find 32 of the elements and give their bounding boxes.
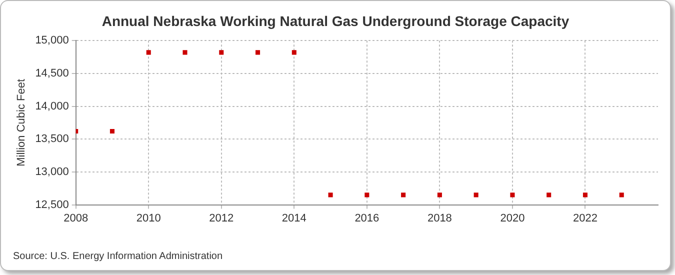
y-tick-label: 15,000 xyxy=(35,34,69,47)
x-tick-label: 2014 xyxy=(282,212,306,224)
source-note: Source: U.S. Energy Information Administration xyxy=(13,251,223,262)
point xyxy=(256,50,260,55)
point xyxy=(364,192,370,198)
y-tick-label: 13,000 xyxy=(35,166,69,178)
point xyxy=(401,192,406,198)
y-tick-label: 13,500 xyxy=(35,133,69,146)
chart-title: Annual Nebraska Working Natural Gas Underground Storage Capacity xyxy=(100,13,570,29)
point xyxy=(437,192,442,198)
x-tick-label: 2008 xyxy=(64,212,88,224)
point xyxy=(328,192,333,198)
point xyxy=(292,50,296,55)
x-tick-label: 2010 xyxy=(136,212,161,224)
x-tick-label: 2022 xyxy=(572,212,598,224)
y-axis-title: Million Cubic Feet xyxy=(16,78,28,166)
point xyxy=(619,192,624,198)
point xyxy=(510,192,515,198)
x-tick-label: 2020 xyxy=(500,212,525,224)
y-tick-label: 14,500 xyxy=(35,67,69,80)
point xyxy=(219,50,224,55)
point xyxy=(546,192,552,198)
y-tick-label: 14,000 xyxy=(35,100,69,112)
point xyxy=(182,50,188,55)
x-tick-label: 2012 xyxy=(209,212,234,224)
x-tick-label: 2018 xyxy=(427,212,452,224)
point xyxy=(110,128,114,134)
y-tick-label: 12,500 xyxy=(35,198,69,211)
x-tick-label: 2016 xyxy=(354,212,380,224)
point xyxy=(474,192,478,198)
point xyxy=(582,192,588,198)
point xyxy=(146,50,151,55)
